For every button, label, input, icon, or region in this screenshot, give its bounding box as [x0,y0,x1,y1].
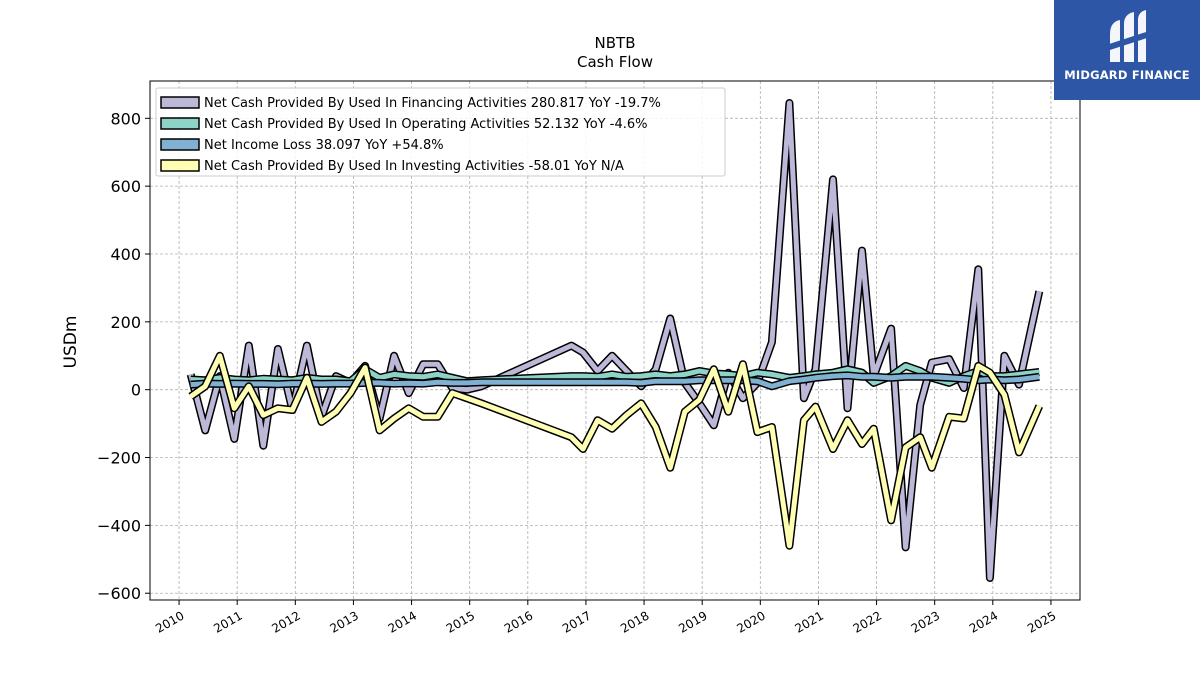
chart-subtitle: Cash Flow [577,53,653,71]
y-tick-label: 400 [110,245,141,264]
x-tick-label: 2012 [269,608,302,635]
chart-title: NBTB [595,34,636,52]
series-lines [186,99,1044,582]
x-tick-label: 2017 [560,608,593,635]
legend-label-3: Net Cash Provided By Used In Investing A… [204,159,624,174]
x-tick-label: 2020 [734,608,767,635]
x-tick-label: 2016 [502,608,535,635]
plot-frame [149,80,1081,601]
y-tick-label: 0 [131,381,141,400]
x-tick-label: 2019 [676,608,709,635]
y-tick-label: −400 [97,516,141,535]
x-tick-label: 2021 [792,608,825,635]
legend: Net Cash Provided By Used In Financing A… [155,87,726,177]
x-tick-label: 2018 [618,608,651,635]
series-line-3 [189,353,1042,549]
legend-swatch-2 [160,138,200,151]
legend-label-0: Net Cash Provided By Used In Financing A… [204,96,661,111]
legend-label-1: Net Cash Provided By Used In Operating A… [204,117,647,132]
series-line-2 [190,372,1040,389]
logo-text: MIDGARD FINANCE [1064,68,1190,82]
brand-logo: MIDGARD FINANCE [1054,0,1200,100]
x-tick-label: 2022 [851,608,884,635]
x-tick-label: 2025 [1025,608,1058,635]
logo-mark-icon [1108,10,1148,62]
x-tick-label: 2010 [153,608,186,635]
y-tick-label: 600 [110,177,141,196]
legend-swatch-0 [160,96,200,109]
y-tick-label: 800 [110,109,141,128]
y-axis-label: USDm [61,316,81,369]
x-tick-label: 2023 [909,608,942,635]
x-tick-label: 2024 [967,608,1000,635]
legend-box [155,87,726,177]
legend-swatch-3 [160,159,200,172]
x-tick-label: 2014 [386,608,419,635]
x-tick-label: 2015 [444,608,477,635]
y-tick-label: −200 [97,449,141,468]
legend-swatch-1 [160,117,200,130]
y-tick-label: 200 [110,313,141,332]
x-tick-label: 2013 [327,608,360,635]
series-line-1 [190,363,1040,386]
x-tick-label: 2011 [211,608,244,635]
legend-label-2: Net Income Loss 38.097 YoY +54.8% [204,138,444,153]
y-tick-label: −600 [97,584,141,603]
